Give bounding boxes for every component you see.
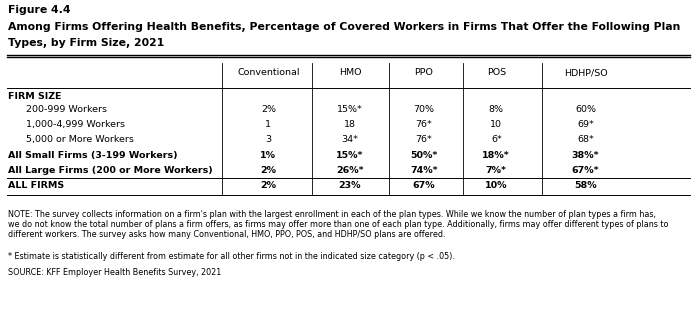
Text: POS: POS [487,68,506,77]
Text: 38%*: 38%* [572,151,599,160]
Text: HMO: HMO [339,68,361,77]
Text: we do not know the total number of plans a firm offers, as firms may offer more : we do not know the total number of plans… [8,220,669,229]
Text: 23%: 23% [339,181,361,190]
Text: 67%: 67% [413,181,435,190]
Text: 76*: 76* [415,120,432,129]
Text: 58%: 58% [574,181,597,190]
Text: 1%: 1% [261,151,276,160]
Text: HDHP/SO: HDHP/SO [564,68,607,77]
Text: 5,000 or More Workers: 5,000 or More Workers [26,135,135,144]
Text: 7%*: 7%* [486,166,507,175]
Text: 18%*: 18%* [482,151,510,160]
Text: 2%: 2% [261,105,276,114]
Text: PPO: PPO [414,68,434,77]
Text: 10%: 10% [485,181,507,190]
Text: 68*: 68* [577,135,594,144]
Text: Types, by Firm Size, 2021: Types, by Firm Size, 2021 [8,38,164,48]
Text: 76*: 76* [415,135,432,144]
Text: * Estimate is statistically different from estimate for all other firms not in t: * Estimate is statistically different fr… [8,252,455,261]
Text: 6*: 6* [491,135,502,144]
Text: 1: 1 [266,120,271,129]
Text: 50%*: 50%* [410,151,438,160]
Text: 67%*: 67%* [572,166,599,175]
Text: 74%*: 74%* [410,166,438,175]
Text: 18: 18 [344,120,356,129]
Text: All Large Firms (200 or More Workers): All Large Firms (200 or More Workers) [8,166,213,175]
Text: different workers. The survey asks how many Conventional, HMO, PPO, POS, and HDH: different workers. The survey asks how m… [8,230,446,239]
Text: 2%: 2% [261,166,276,175]
Text: FIRM SIZE: FIRM SIZE [8,92,62,101]
Text: Among Firms Offering Health Benefits, Percentage of Covered Workers in Firms Tha: Among Firms Offering Health Benefits, Pe… [8,22,681,32]
Text: ALL FIRMS: ALL FIRMS [8,181,65,190]
Text: Figure 4.4: Figure 4.4 [8,5,71,15]
Text: 34*: 34* [342,135,358,144]
Text: 1,000-4,999 Workers: 1,000-4,999 Workers [26,120,125,129]
Text: 200-999 Workers: 200-999 Workers [26,105,107,114]
Text: 15%*: 15%* [336,151,364,160]
Text: All Small Firms (3-199 Workers): All Small Firms (3-199 Workers) [8,151,178,160]
Text: 2%: 2% [261,181,276,190]
Text: 70%: 70% [413,105,434,114]
Text: 10: 10 [490,120,503,129]
Text: Conventional: Conventional [237,68,300,77]
Text: 69*: 69* [577,120,594,129]
Text: SOURCE: KFF Employer Health Benefits Survey, 2021: SOURCE: KFF Employer Health Benefits Sur… [8,268,222,277]
Text: 26%*: 26%* [336,166,364,175]
Text: 60%: 60% [575,105,596,114]
Text: NOTE: The survey collects information on a firm's plan with the largest enrollme: NOTE: The survey collects information on… [8,210,657,219]
Text: 15%*: 15%* [337,105,362,114]
Text: 3: 3 [266,135,271,144]
Text: 8%: 8% [489,105,504,114]
